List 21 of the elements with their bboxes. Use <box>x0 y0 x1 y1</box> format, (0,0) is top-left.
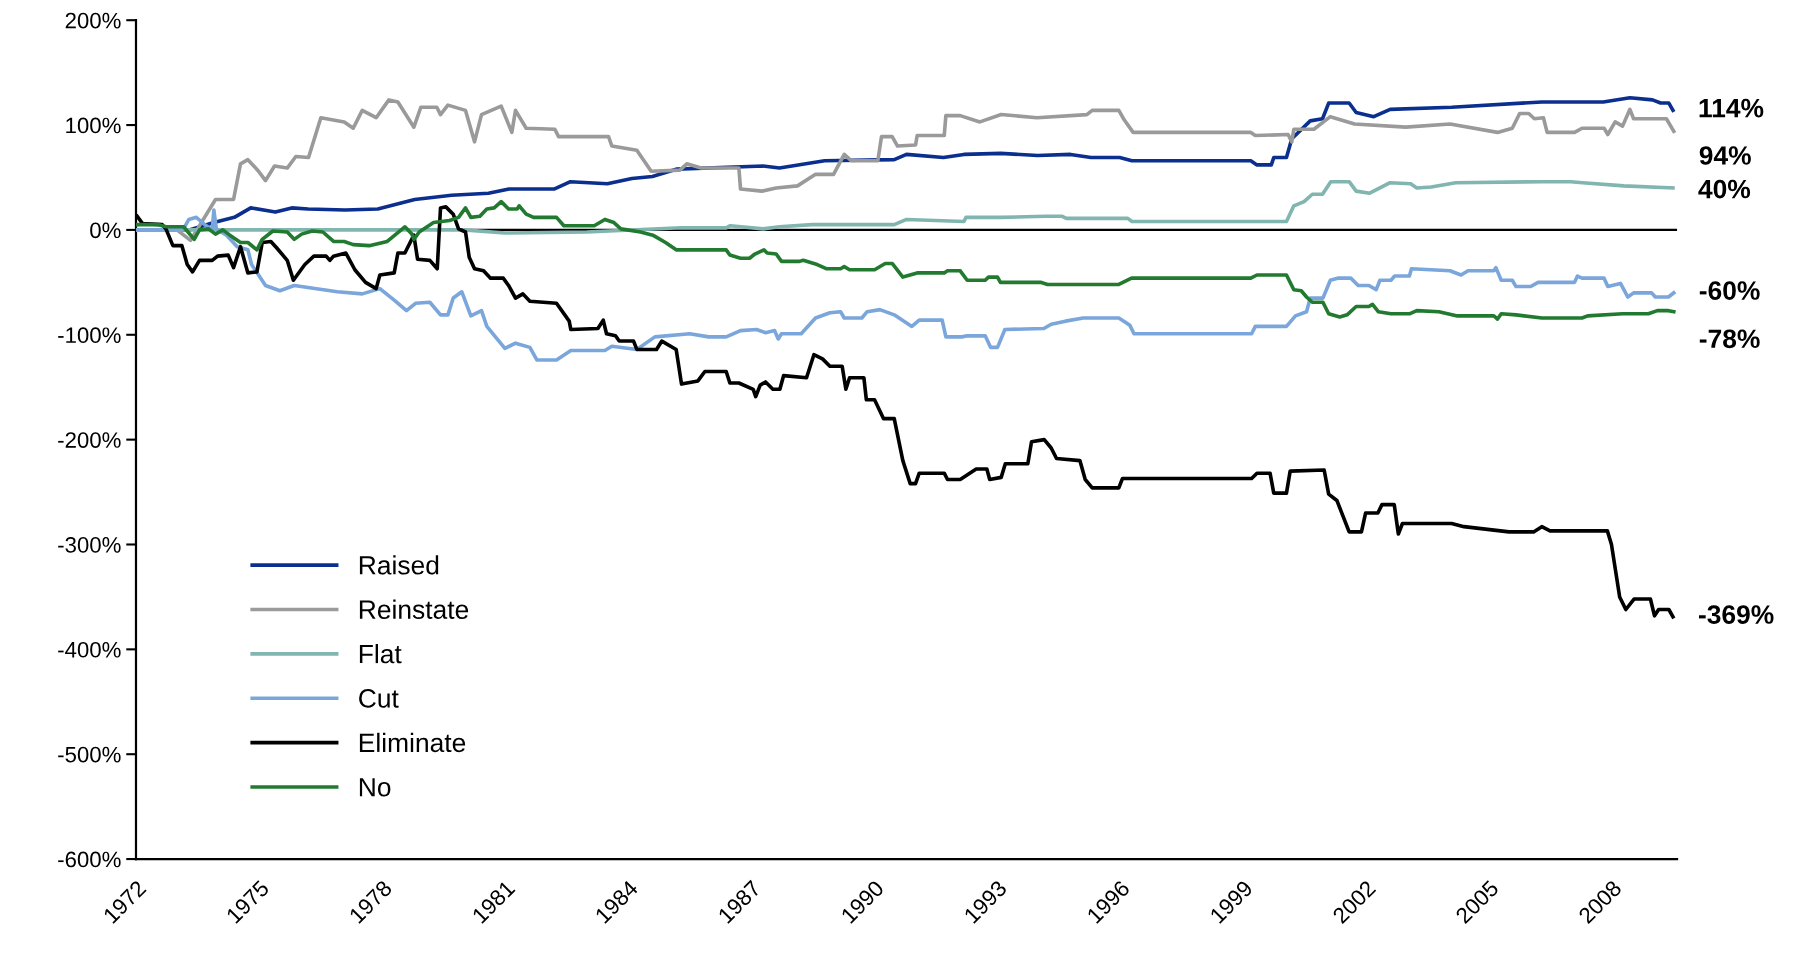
text: 114% <box>1699 98 1764 118</box>
legend-label: No <box>359 778 391 797</box>
text: -60% <box>1699 281 1760 300</box>
y-tick-label: 100% <box>66 117 121 134</box>
y-tick-label: 200% <box>65 12 121 29</box>
text: -369% <box>1698 605 1774 624</box>
y-tick-label: -600% <box>58 851 121 868</box>
y-tick-label: 0% <box>90 222 121 239</box>
text: 94% <box>1699 146 1751 165</box>
y-tick-label: -400% <box>58 641 121 658</box>
y-tick-label: -300% <box>58 537 121 553</box>
text: -78% <box>1699 329 1760 349</box>
legend-label: Raised <box>359 555 439 575</box>
legend-label: Eliminate <box>359 732 466 753</box>
y-tick-label: -200% <box>58 432 121 448</box>
text: 40% <box>1698 179 1751 199</box>
legend-label: Reinstate <box>359 599 469 619</box>
legend-label: Cut <box>359 689 399 708</box>
y-tick-label: -500% <box>58 746 121 763</box>
y-tick-label: -100% <box>58 327 121 344</box>
legend-label: Flat <box>359 643 402 664</box>
